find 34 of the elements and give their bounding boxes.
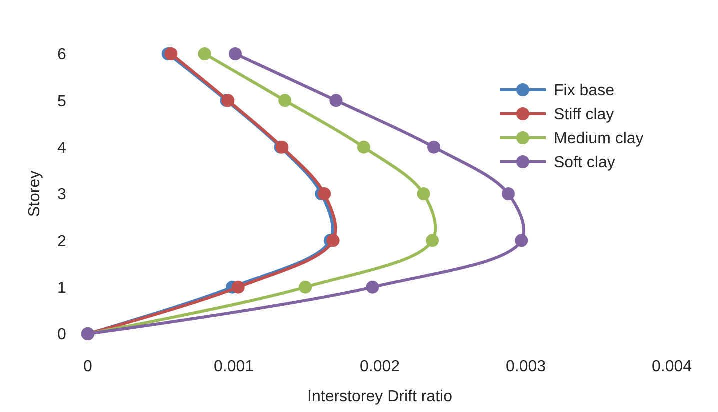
point <box>417 188 430 200</box>
x-tick-label: 0.004 <box>652 358 692 376</box>
x-tick-label: 0 <box>84 358 93 376</box>
point <box>278 94 292 108</box>
point <box>426 234 440 248</box>
y-axis-title: Storey <box>26 170 44 218</box>
x-tick-label: 0.002 <box>360 358 400 376</box>
point <box>228 48 242 60</box>
legend-label: Fix base <box>554 82 615 100</box>
legend-label: Medium clay <box>554 130 644 148</box>
legend-label: Stiff clay <box>554 106 614 124</box>
y-tick-label: 0 <box>58 326 67 344</box>
y-tick-label: 4 <box>58 140 67 157</box>
point <box>318 188 332 200</box>
point <box>366 280 380 294</box>
x-tick-label: 0.001 <box>214 358 254 376</box>
y-tick-label: 2 <box>58 233 67 250</box>
point <box>502 188 515 200</box>
legend-label: Soft clay <box>554 154 616 172</box>
x-axis-title: Interstorey Drift ratio <box>308 388 453 406</box>
point <box>330 94 343 108</box>
point <box>198 48 212 60</box>
y-tick-label: 1 <box>58 280 67 297</box>
point <box>357 140 370 154</box>
point <box>299 280 312 294</box>
y-tick-label: 3 <box>58 186 67 204</box>
point <box>326 234 340 248</box>
y-tick-label: 6 <box>58 46 67 64</box>
point <box>515 234 528 248</box>
point <box>428 140 441 154</box>
x-tick-label: 0.003 <box>506 358 546 376</box>
y-tick-label: 5 <box>58 93 67 110</box>
point <box>232 280 245 294</box>
point <box>164 48 178 60</box>
